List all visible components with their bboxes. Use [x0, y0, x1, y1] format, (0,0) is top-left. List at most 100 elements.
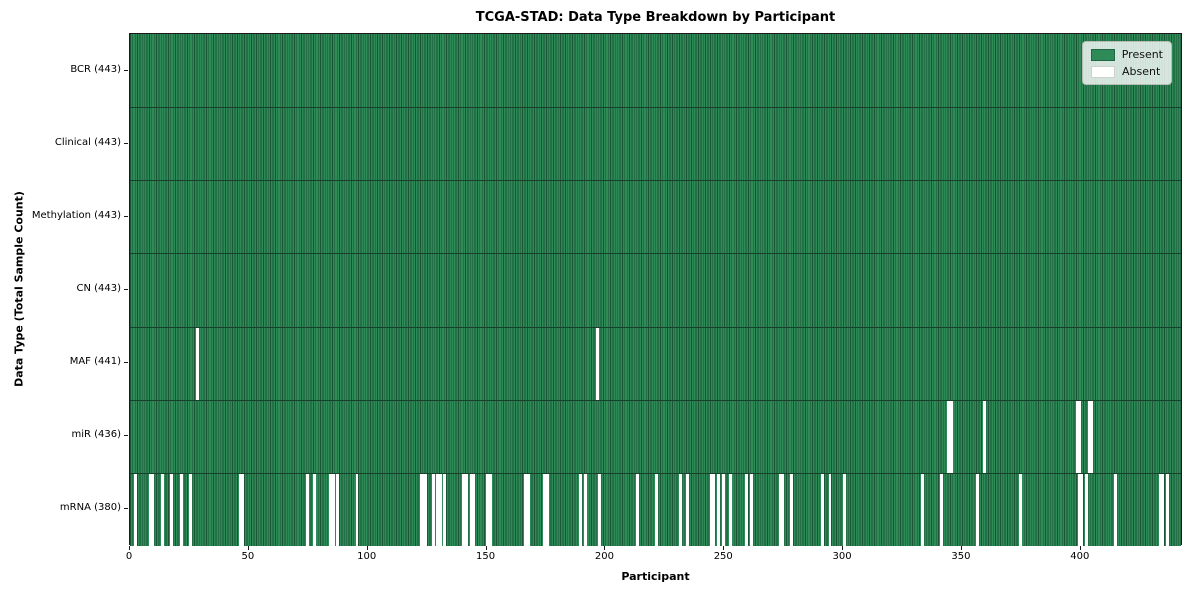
absent-bar [329, 473, 333, 546]
absent-bar [436, 473, 440, 546]
absent-bar [331, 473, 335, 546]
absent-bar [179, 473, 183, 546]
y-tick-mark [124, 289, 128, 290]
row-CN [130, 253, 1181, 327]
absent-bar [305, 473, 309, 546]
absent-bar [821, 473, 825, 546]
chart-title: TCGA-STAD: Data Type Breakdown by Partic… [475, 10, 836, 25]
y-tick-mark [124, 216, 128, 217]
absent-bar [160, 473, 164, 546]
absent-bar [947, 400, 951, 473]
x-tick-label-100: 100 [357, 551, 377, 562]
absent-bar [678, 473, 682, 546]
row-MAF [130, 326, 1181, 400]
absent-bar [685, 473, 689, 546]
plot-area: Present Absent [129, 33, 1182, 546]
y-tick-mark [124, 435, 128, 436]
absent-bar [655, 473, 658, 546]
absent-bar [842, 473, 846, 546]
absent-bar [1161, 473, 1165, 546]
absent-bar [355, 473, 359, 546]
absent-bar [709, 473, 713, 546]
y-tick-mark [124, 143, 128, 144]
absent-bar [595, 327, 599, 400]
absent-bar [1166, 473, 1170, 546]
absent-bar [148, 473, 152, 546]
absent-bar [716, 473, 720, 546]
absent-bar [583, 473, 587, 546]
x-tick-mark [129, 546, 130, 550]
row-Clinical [130, 107, 1181, 181]
absent-bar [464, 473, 468, 546]
absent-bar [486, 473, 490, 546]
absent-bar [312, 473, 316, 546]
y-tick-label-miR: miR (436) [71, 429, 121, 441]
absent-bar [431, 473, 435, 546]
absent-bar [949, 400, 953, 473]
absent-bar [469, 473, 473, 546]
x-tick-label-400: 400 [1070, 551, 1090, 562]
y-tick-label-Methylation: Methylation (443) [31, 209, 121, 221]
x-tick-label-150: 150 [475, 551, 496, 562]
y-tick-label-Clinical: Clinical (443) [54, 136, 121, 148]
absent-bar [635, 473, 639, 546]
absent-bar [728, 473, 732, 546]
absent-bar [241, 473, 245, 546]
x-tick-mark [1079, 546, 1081, 550]
row-BCR [130, 34, 1181, 108]
row-Methylation [130, 180, 1181, 254]
legend-absent-label: Absent [1122, 65, 1161, 78]
absent-bar [983, 400, 986, 473]
absent-bar [443, 473, 447, 546]
absent-bar [526, 473, 530, 546]
x-tick-label-0: 0 [125, 551, 133, 562]
absent-bar [1089, 400, 1093, 473]
y-tick-mark [124, 508, 128, 509]
absent-bar [336, 473, 340, 546]
absent-bar [790, 473, 794, 546]
absent-bar [921, 473, 925, 546]
x-tick-label-300: 300 [832, 551, 852, 562]
absent-bar [170, 473, 174, 546]
absent-bar [1080, 473, 1084, 546]
y-tick-mark [124, 362, 128, 363]
absent-bar [1018, 473, 1022, 546]
absent-bar [134, 473, 138, 546]
absent-bar [721, 473, 725, 546]
absent-bar [422, 473, 426, 546]
x-tick-mark [247, 546, 249, 550]
x-tick-mark [842, 546, 844, 550]
absent-bar [597, 473, 601, 546]
absent-bar [975, 473, 979, 546]
row-mRNA [130, 472, 1181, 546]
row-miR [130, 399, 1181, 473]
absent-bar [545, 473, 549, 546]
absent-bar [1085, 473, 1089, 546]
absent-bar [1113, 473, 1117, 546]
absent-bar [940, 473, 944, 546]
legend-item-absent: Absent [1091, 65, 1163, 78]
absent-bar [750, 473, 754, 546]
absent-bar [488, 473, 492, 546]
y-tick-label-MAF: MAF (441) [69, 356, 121, 368]
legend-absent-swatch [1091, 65, 1115, 78]
absent-bar [419, 473, 423, 546]
y-tick-label-CN: CN (443) [76, 283, 121, 294]
absent-bar [1158, 473, 1162, 546]
absent-bar [151, 473, 155, 546]
legend-item-present: Present [1091, 48, 1163, 61]
absent-bar [189, 473, 193, 546]
absent-bar [543, 473, 547, 546]
absent-bar [196, 327, 200, 400]
x-tick-label-350: 350 [951, 551, 971, 562]
absent-bar [424, 473, 428, 546]
legend-present-label: Present [1121, 48, 1163, 61]
absent-bar [462, 473, 466, 546]
x-tick-label-50: 50 [241, 551, 255, 562]
legend-present-swatch [1091, 48, 1115, 61]
x-tick-mark [366, 546, 368, 550]
y-tick-mark [124, 70, 128, 71]
absent-bar [438, 473, 442, 546]
absent-bar [828, 473, 832, 546]
